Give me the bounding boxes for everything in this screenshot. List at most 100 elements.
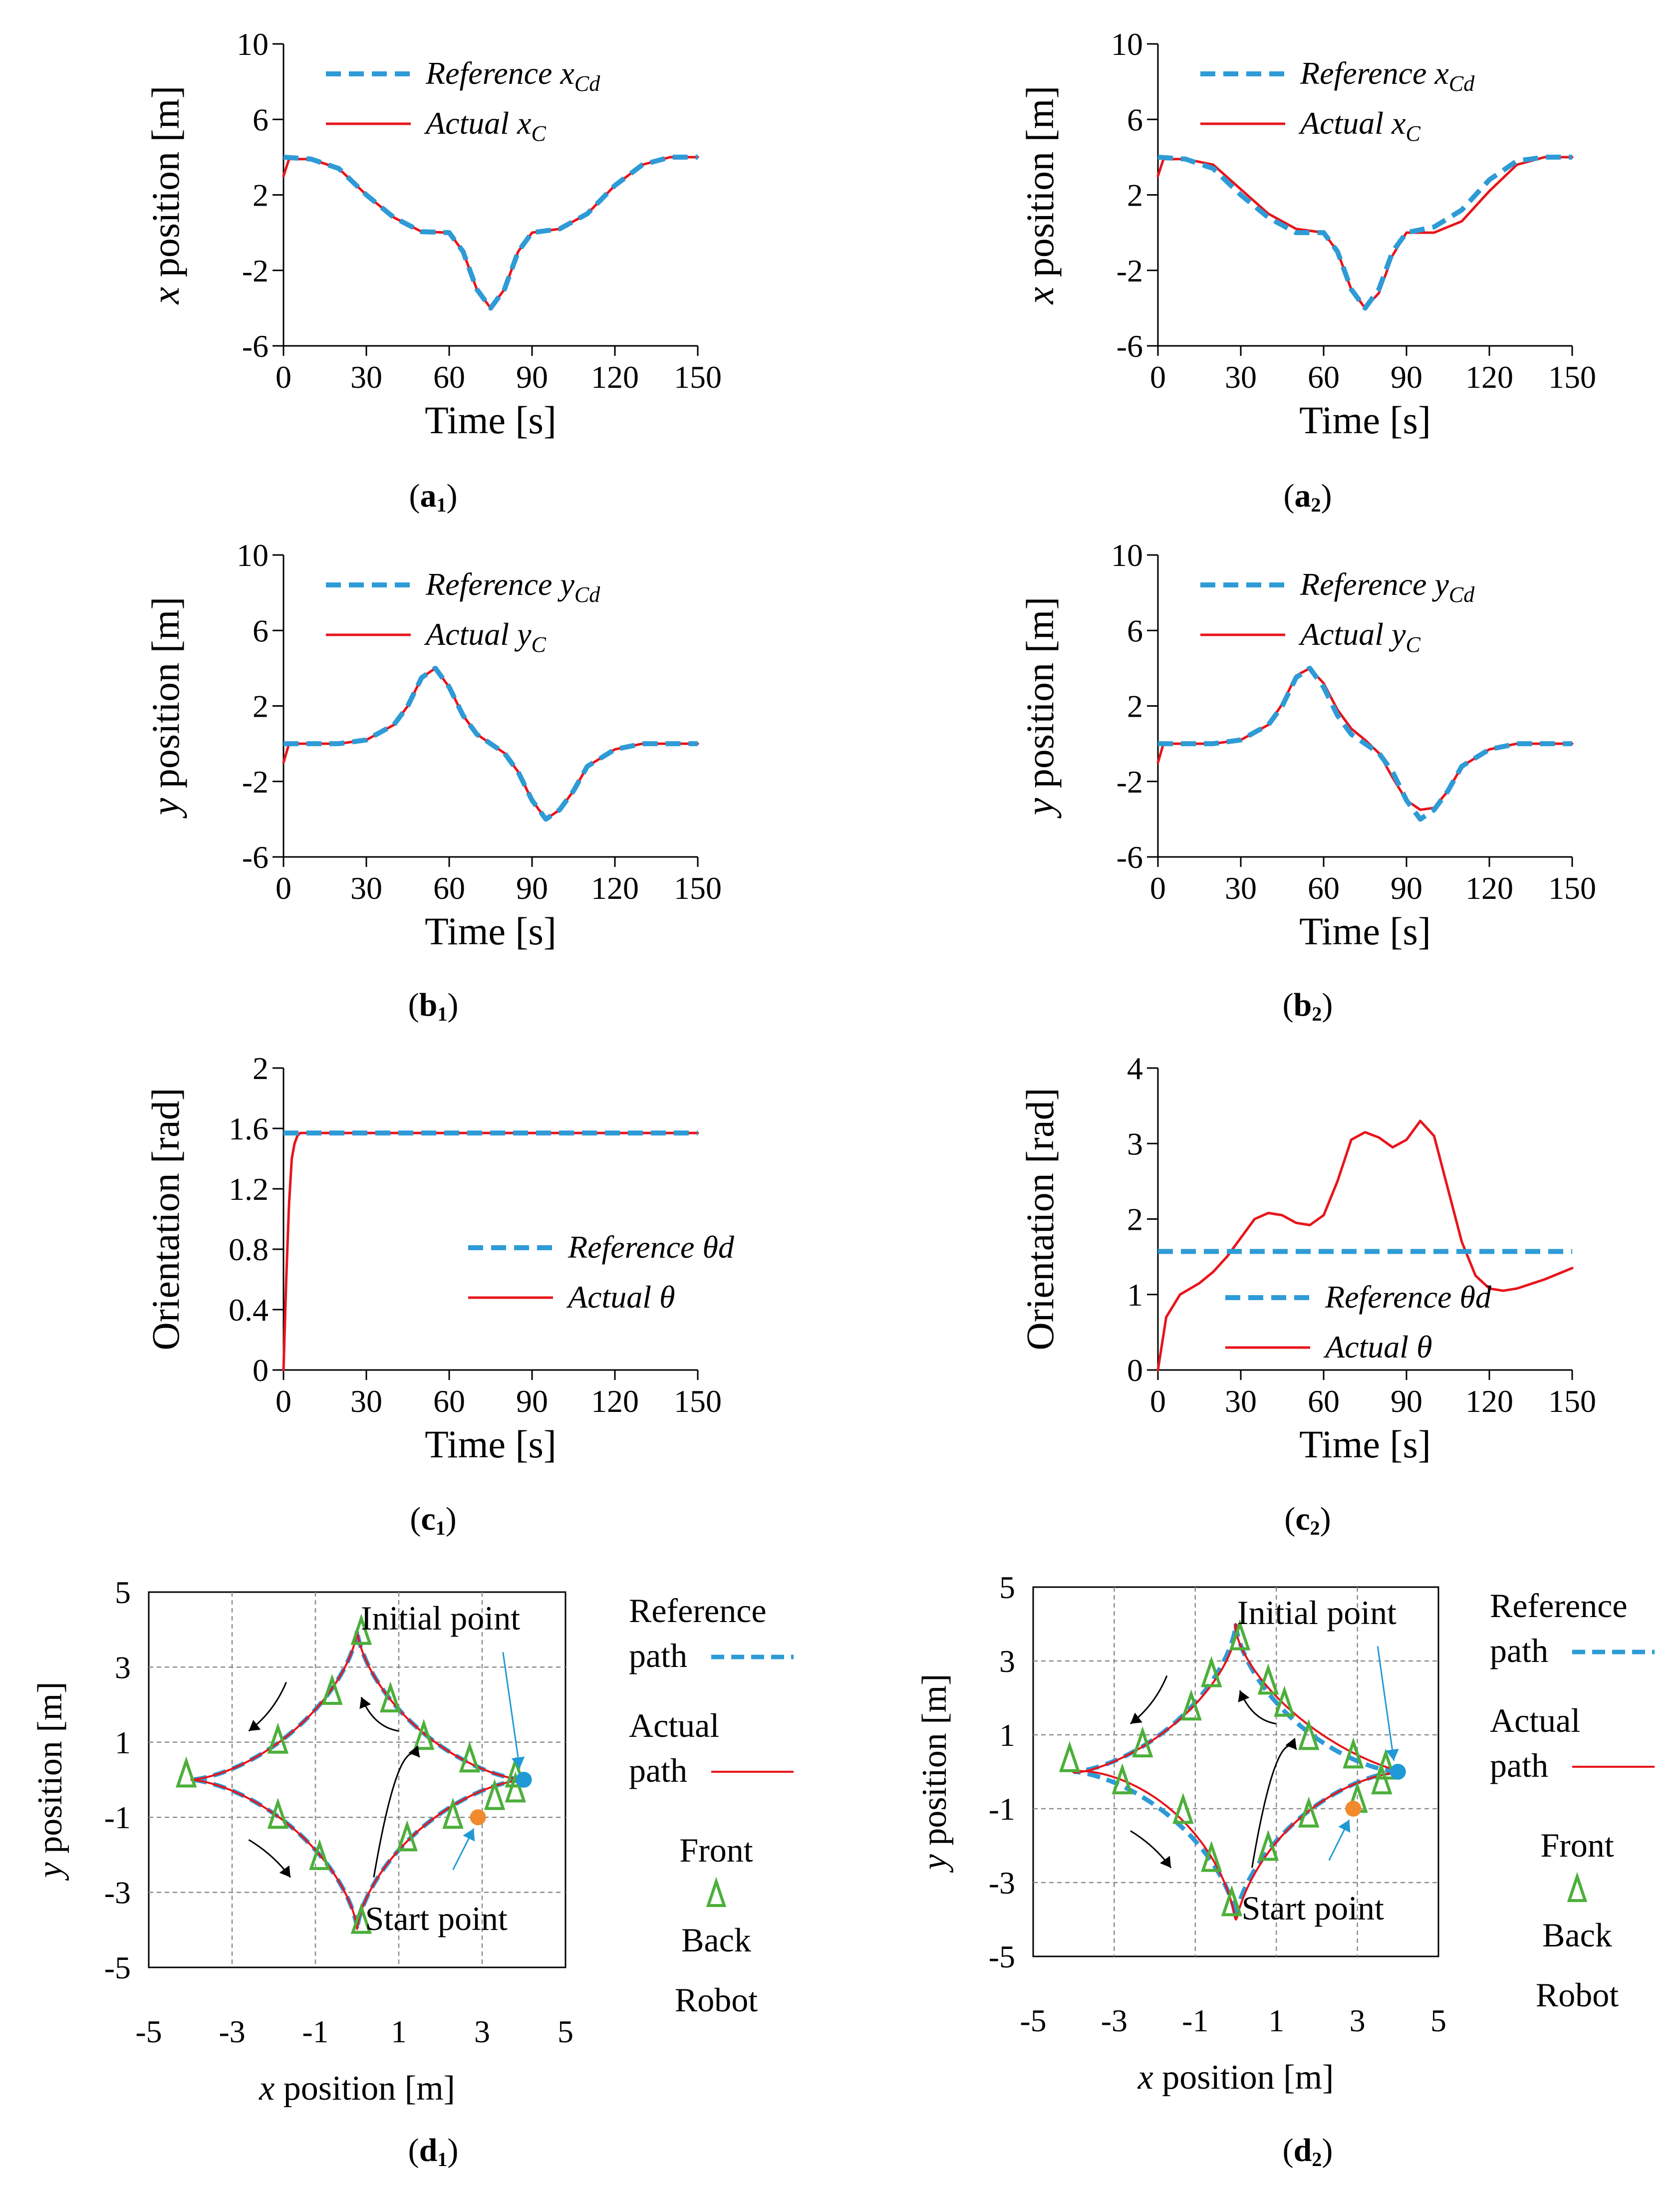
- x-tick-label: 60: [1308, 1383, 1340, 1419]
- legend-name: Reference: [1300, 566, 1434, 602]
- legend-var: x: [517, 105, 531, 141]
- robot-marker: [350, 1903, 372, 1934]
- caption-paren: (: [1283, 2132, 1294, 2169]
- start-point-marker: [1345, 1801, 1362, 1817]
- caption-paren: (: [408, 2132, 419, 2169]
- y-tick-label: -2: [1117, 253, 1143, 288]
- legend-var: θd: [1459, 1279, 1491, 1315]
- caption-paren: ): [1322, 987, 1333, 1023]
- y-tick-label: 6: [253, 613, 269, 648]
- y-tick-label: 6: [253, 102, 269, 137]
- series-line-actual: [1156, 156, 1574, 309]
- caption-sub: 1: [437, 1003, 447, 1025]
- legend-robot-triangle: [706, 1877, 727, 1907]
- y-axis-var: y: [1018, 798, 1062, 819]
- series-line-reference: [1158, 665, 1572, 822]
- robot-marker: [1112, 1763, 1133, 1795]
- legend-sub: C: [531, 121, 546, 146]
- y-axis-title: y position [m]: [1018, 597, 1062, 819]
- caption-paren: (: [1284, 478, 1295, 514]
- legend-robot-front: Front: [1540, 1826, 1614, 1864]
- y-tick-label: 1: [1127, 1277, 1143, 1313]
- y-tick-label: 0.8: [229, 1232, 269, 1267]
- x-axis-title: Time [s]: [425, 398, 557, 442]
- robot-marker: [1257, 1830, 1279, 1861]
- y-tick-label: 5: [115, 1575, 131, 1610]
- y-tick-label: -1: [989, 1791, 1015, 1827]
- robot-marker: [1257, 1663, 1279, 1695]
- x-axis-title: x position [m]: [1137, 2058, 1334, 2097]
- y-tick-label: -3: [104, 1875, 131, 1911]
- y-axis-title: Orientation [rad]: [144, 1088, 187, 1350]
- y-tick-label: 2: [1127, 689, 1143, 724]
- robot-marker: [396, 1820, 418, 1852]
- y-tick-label: 0: [1127, 1353, 1143, 1388]
- direction-arrowhead: [1285, 1737, 1297, 1750]
- legend-actual-line1: Actual: [629, 1706, 719, 1744]
- legend-actual-line2: path: [1490, 1746, 1548, 1784]
- y-axis-title: y position [m]: [915, 1674, 954, 1873]
- legend-sub: Cd: [1449, 71, 1475, 96]
- direction-arrowhead: [1238, 1690, 1250, 1702]
- robot-marker: [350, 1614, 372, 1645]
- x-tick-label: 90: [1391, 359, 1422, 395]
- direction-arrow: [373, 1752, 420, 1878]
- initial-point-arrow: [502, 1652, 521, 1769]
- panel-caption: (c1): [410, 1501, 456, 1539]
- y-tick-label: 2: [253, 178, 269, 213]
- y-tick-label: -5: [104, 1950, 131, 1985]
- caption-sub: 2: [1310, 1517, 1320, 1539]
- x-tick-label: -5: [1020, 2003, 1046, 2038]
- legend-name: Reference: [1325, 1279, 1459, 1315]
- y-tick-label: 5: [999, 1570, 1015, 1605]
- robot-marker: [1274, 1685, 1295, 1717]
- legend-label-reference: Reference θd: [1325, 1279, 1492, 1315]
- robot-marker: [1132, 1726, 1153, 1758]
- direction-arrowhead: [279, 1865, 290, 1878]
- x-tick-label: 5: [558, 2014, 573, 2049]
- legend-var: y: [514, 616, 532, 652]
- y-axis-title: x position [m]: [144, 86, 187, 305]
- series-line-actual: [1156, 1119, 1574, 1371]
- y-tick-label: 2: [1127, 1202, 1143, 1237]
- start-point-label: Start point: [365, 1900, 508, 1937]
- y-axis-rest: position [m]: [31, 1682, 69, 1863]
- robot-marker: [1059, 1741, 1081, 1772]
- y-axis-var: y: [31, 1862, 69, 1881]
- y-tick-label: 10: [237, 26, 269, 62]
- initial-point-marker: [516, 1772, 532, 1788]
- y-tick-label: 2: [253, 1051, 269, 1086]
- direction-arrowhead: [249, 1720, 261, 1731]
- x-axis-title: Time [s]: [1299, 1422, 1431, 1466]
- caption-paren: ): [1322, 2132, 1333, 2169]
- x-tick-label: 3: [1350, 2003, 1366, 2038]
- x-tick-label: 90: [516, 870, 548, 906]
- caption-paren: ): [1320, 1501, 1331, 1537]
- legend-label-reference: Reference xCd: [425, 55, 600, 96]
- panel-caption: (a1): [409, 478, 458, 516]
- caption-paren: (: [408, 987, 419, 1023]
- x-tick-label: 0: [276, 1383, 291, 1419]
- y-axis-title: y position [m]: [31, 1682, 69, 1881]
- y-tick-label: 10: [1111, 26, 1143, 62]
- x-tick-label: 90: [1391, 1383, 1422, 1419]
- legend-var: y: [1431, 566, 1449, 602]
- x-tick-label: 90: [1391, 870, 1422, 906]
- caption-sub: 1: [437, 2148, 447, 2171]
- y-tick-label: 6: [1127, 102, 1143, 137]
- x-tick-label: 30: [1225, 1383, 1257, 1419]
- panel-caption: (c2): [1284, 1501, 1331, 1539]
- legend-name: Reference: [425, 566, 560, 602]
- y-tick-label: -2: [242, 764, 269, 800]
- y-tick-label: 4: [1127, 1051, 1143, 1086]
- x-tick-label: 60: [1308, 359, 1340, 395]
- caption-paren: ): [446, 1501, 457, 1537]
- panel-caption: (b2): [1283, 987, 1333, 1025]
- legend-name: Actual: [1323, 1329, 1416, 1365]
- x-axis-title: x position [m]: [259, 2069, 455, 2108]
- series-line-reference: [283, 665, 698, 822]
- legend-label-reference: Reference yCd: [1300, 566, 1475, 607]
- x-tick-label: 60: [433, 1383, 465, 1419]
